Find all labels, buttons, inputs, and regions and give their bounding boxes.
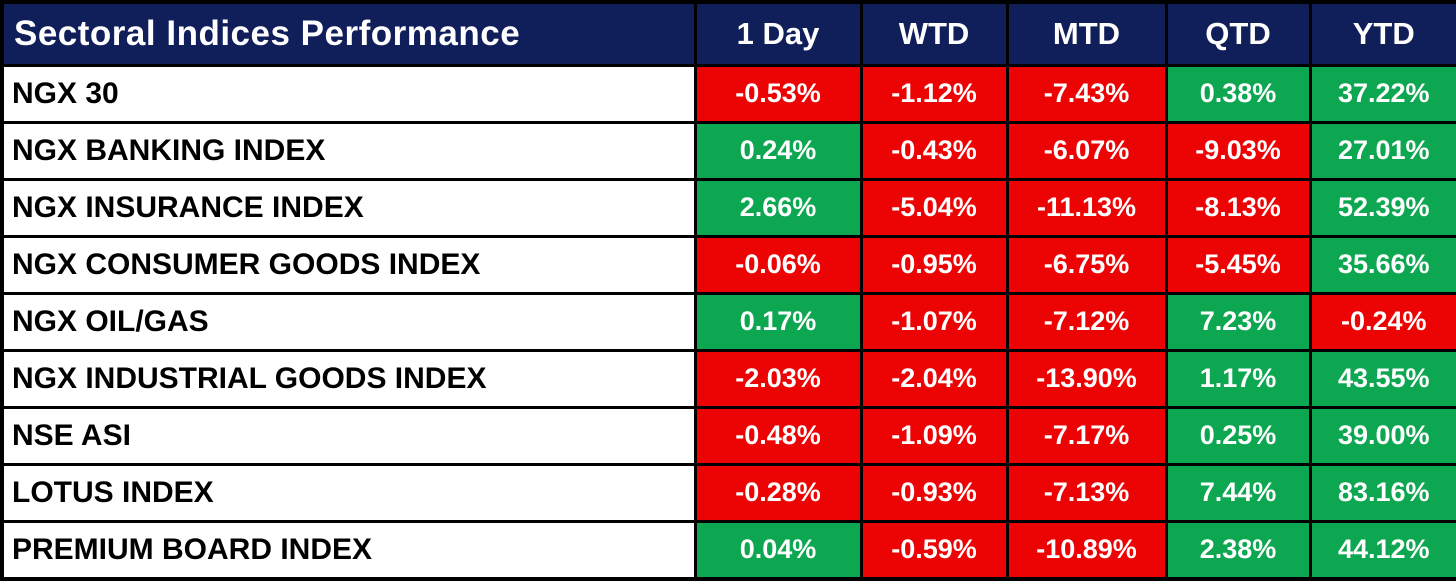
value-cell: -0.43% <box>859 120 1009 181</box>
value-cell: -1.07% <box>859 291 1009 352</box>
value-cell: 27.01% <box>1308 120 1456 181</box>
value-cell: -1.12% <box>859 63 1009 124</box>
table-body: NGX 30 -0.53% -1.12% -7.43% 0.38% 37.22% NGX B… <box>0 63 1456 581</box>
value-cell: -1.09% <box>859 405 1009 466</box>
table-row: LOTUS INDEX -0.28% -0.93% -7.13% 7.44% 83.16% <box>0 462 1456 523</box>
table-row: PREMIUM BOARD INDEX 0.04% -0.59% -10.89% 2.3… <box>0 519 1456 581</box>
value-cell: -6.07% <box>1005 120 1168 181</box>
table-row: NGX INDUSTRIAL GOODS INDEX -2.03% -2.04% -1… <box>0 348 1456 409</box>
table-row: NSE ASI -0.48% -1.09% -7.17% 0.25% 39.00% <box>0 405 1456 466</box>
value-cell: 0.25% <box>1164 405 1312 466</box>
row-label: NGX 30 <box>0 63 697 124</box>
row-label: NGX CONSUMER GOODS INDEX <box>0 234 697 295</box>
table-row: NGX INSURANCE INDEX 2.66% -5.04% -11.13% -8.… <box>0 177 1456 238</box>
value-cell: -0.53% <box>693 63 863 124</box>
value-cell: -8.13% <box>1164 177 1312 238</box>
row-label: LOTUS INDEX <box>0 462 697 523</box>
table-title: Sectoral Indices Performance <box>0 0 697 67</box>
row-label: NGX OIL/GAS <box>0 291 697 352</box>
value-cell: -2.04% <box>859 348 1009 409</box>
row-label: PREMIUM BOARD INDEX <box>0 519 697 581</box>
value-cell: 35.66% <box>1308 234 1456 295</box>
column-header-wtd: WTD <box>859 0 1009 67</box>
value-cell: 0.38% <box>1164 63 1312 124</box>
value-cell: -0.59% <box>859 519 1009 581</box>
value-cell: -5.45% <box>1164 234 1312 295</box>
value-cell: 7.44% <box>1164 462 1312 523</box>
value-cell: -7.13% <box>1005 462 1168 523</box>
value-cell: 0.17% <box>693 291 863 352</box>
value-cell: -0.48% <box>693 405 863 466</box>
table-row: NGX 30 -0.53% -1.12% -7.43% 0.38% 37.22% <box>0 63 1456 124</box>
value-cell: -10.89% <box>1005 519 1168 581</box>
value-cell: 0.04% <box>693 519 863 581</box>
value-cell: 2.66% <box>693 177 863 238</box>
value-cell: 39.00% <box>1308 405 1456 466</box>
table-row: NGX CONSUMER GOODS INDEX -0.06% -0.95% -6.7… <box>0 234 1456 295</box>
row-label: NGX INSURANCE INDEX <box>0 177 697 238</box>
value-cell: -0.95% <box>859 234 1009 295</box>
value-cell: -0.93% <box>859 462 1009 523</box>
value-cell: -13.90% <box>1005 348 1168 409</box>
column-header-mtd: MTD <box>1005 0 1168 67</box>
value-cell: 52.39% <box>1308 177 1456 238</box>
value-cell: 44.12% <box>1308 519 1456 581</box>
column-header-ytd: YTD <box>1308 0 1456 67</box>
value-cell: 1.17% <box>1164 348 1312 409</box>
value-cell: 37.22% <box>1308 63 1456 124</box>
value-cell: 7.23% <box>1164 291 1312 352</box>
value-cell: -7.17% <box>1005 405 1168 466</box>
value-cell: -7.43% <box>1005 63 1168 124</box>
column-header-qtd: QTD <box>1164 0 1312 67</box>
value-cell: -0.06% <box>693 234 863 295</box>
value-cell: 43.55% <box>1308 348 1456 409</box>
value-cell: -7.12% <box>1005 291 1168 352</box>
row-label: NSE ASI <box>0 405 697 466</box>
header-row: Sectoral Indices Performance 1 Day WTD MTD… <box>0 0 1456 67</box>
table-row: NGX BANKING INDEX 0.24% -0.43% -6.07% -9.03%… <box>0 120 1456 181</box>
value-cell: -2.03% <box>693 348 863 409</box>
value-cell: -6.75% <box>1005 234 1168 295</box>
value-cell: 2.38% <box>1164 519 1312 581</box>
value-cell: 83.16% <box>1308 462 1456 523</box>
row-label: NGX BANKING INDEX <box>0 120 697 181</box>
value-cell: -0.28% <box>693 462 863 523</box>
value-cell: -0.24% <box>1308 291 1456 352</box>
value-cell: 0.24% <box>693 120 863 181</box>
row-label: NGX INDUSTRIAL GOODS INDEX <box>0 348 697 409</box>
value-cell: -5.04% <box>859 177 1009 238</box>
value-cell: -11.13% <box>1005 177 1168 238</box>
value-cell: -9.03% <box>1164 120 1312 181</box>
column-header-1-day: 1 Day <box>693 0 863 67</box>
table-row: NGX OIL/GAS 0.17% -1.07% -7.12% 7.23% -0.24% <box>0 291 1456 352</box>
